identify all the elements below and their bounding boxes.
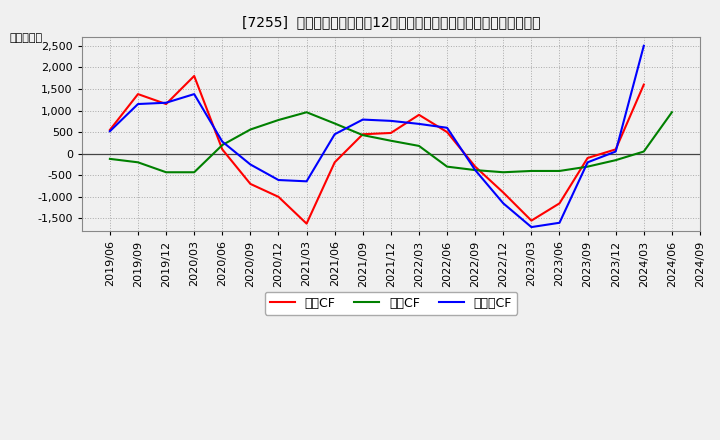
フリーCF: [555, 220, 564, 225]
Line: 営業CF: 営業CF: [110, 76, 644, 224]
投資CF: [359, 132, 367, 138]
営業CF: [274, 194, 283, 199]
フリーCF: [499, 201, 508, 206]
フリーCF: [218, 139, 227, 144]
投資CF: [583, 164, 592, 169]
営業CF: [330, 160, 339, 165]
営業CF: [162, 101, 171, 106]
営業CF: [246, 181, 255, 187]
営業CF: [639, 82, 648, 87]
投資CF: [274, 117, 283, 123]
投資CF: [639, 149, 648, 154]
Line: 投資CF: 投資CF: [110, 112, 672, 172]
投資CF: [106, 156, 114, 161]
投資CF: [499, 169, 508, 175]
投資CF: [611, 158, 620, 163]
営業CF: [611, 147, 620, 152]
投資CF: [443, 164, 451, 169]
営業CF: [106, 127, 114, 132]
フリーCF: [415, 121, 423, 127]
投資CF: [527, 169, 536, 174]
投資CF: [162, 169, 171, 175]
投資CF: [218, 143, 227, 148]
フリーCF: [611, 149, 620, 154]
営業CF: [387, 130, 395, 136]
投資CF: [302, 110, 311, 115]
フリーCF: [190, 92, 199, 97]
営業CF: [583, 155, 592, 161]
フリーCF: [330, 132, 339, 137]
フリーCF: [639, 43, 648, 48]
投資CF: [246, 127, 255, 132]
フリーCF: [302, 179, 311, 184]
フリーCF: [583, 160, 592, 165]
フリーCF: [471, 168, 480, 173]
Title: [7255]  キャッシュフローの12か月移動合計の対前年同期増減額の推移: [7255] キャッシュフローの12か月移動合計の対前年同期増減額の推移: [242, 15, 540, 29]
営業CF: [134, 92, 143, 97]
投資CF: [415, 143, 423, 149]
営業CF: [499, 190, 508, 195]
フリーCF: [106, 128, 114, 134]
投資CF: [134, 160, 143, 165]
フリーCF: [162, 100, 171, 105]
フリーCF: [274, 177, 283, 183]
フリーCF: [246, 162, 255, 167]
投資CF: [387, 138, 395, 143]
営業CF: [190, 73, 199, 79]
営業CF: [555, 201, 564, 206]
投資CF: [330, 121, 339, 126]
投資CF: [667, 110, 676, 115]
Y-axis label: （百万円）: （百万円）: [9, 33, 42, 43]
フリーCF: [134, 101, 143, 106]
投資CF: [190, 169, 199, 175]
Legend: 営業CF, 投資CF, フリーCF: 営業CF, 投資CF, フリーCF: [264, 292, 517, 315]
営業CF: [527, 218, 536, 223]
フリーCF: [527, 224, 536, 230]
営業CF: [415, 112, 423, 117]
フリーCF: [443, 125, 451, 130]
営業CF: [471, 164, 480, 169]
営業CF: [443, 129, 451, 135]
フリーCF: [387, 118, 395, 124]
投資CF: [471, 168, 480, 173]
フリーCF: [359, 117, 367, 122]
営業CF: [218, 147, 227, 152]
投資CF: [555, 169, 564, 174]
営業CF: [359, 132, 367, 137]
営業CF: [302, 221, 311, 226]
Line: フリーCF: フリーCF: [110, 46, 644, 227]
